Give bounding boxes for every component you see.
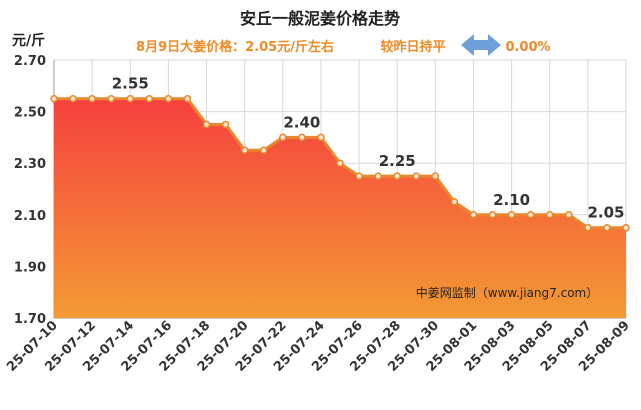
y-tick-label: 2.30 — [14, 157, 46, 172]
data-point — [298, 133, 306, 142]
data-point — [279, 133, 287, 142]
watermark: 中姜网监制（www.jiang7.com） — [416, 285, 598, 300]
data-point — [393, 172, 401, 180]
data-point — [603, 223, 611, 232]
data-point — [50, 94, 58, 103]
data-point — [507, 211, 516, 219]
y-tick-label: 2.70 — [14, 54, 46, 69]
data-point — [431, 172, 440, 180]
data-label: 2.55 — [112, 75, 149, 93]
data-point — [336, 159, 344, 167]
data-label: 2.40 — [283, 113, 320, 131]
data-point — [450, 198, 459, 206]
chart-title: 安丘一般泥姜价格走势 — [240, 9, 400, 28]
y-axis-unit: 元/斤 — [12, 32, 45, 49]
data-labels: 2.55 2.40 2.25 2.10 2.05 — [112, 75, 625, 222]
compare-subtitle: 较昨日持平 — [380, 39, 445, 55]
data-point — [374, 172, 382, 180]
y-tick-label: 1.90 — [14, 260, 46, 275]
double-arrow-icon — [461, 34, 501, 56]
data-point — [88, 94, 96, 103]
data-point — [584, 223, 592, 232]
data-point — [412, 172, 421, 180]
data-point — [488, 211, 497, 219]
data-point — [565, 211, 573, 219]
price-markers — [50, 94, 630, 232]
area-fill — [54, 98, 626, 318]
data-point — [126, 94, 135, 103]
data-point — [221, 120, 230, 129]
data-point — [355, 172, 363, 180]
price-subtitle: 8月9日大姜价格：2.05元/斤左右 — [136, 39, 334, 55]
data-point — [240, 146, 249, 155]
data-point — [183, 94, 192, 103]
data-point — [317, 133, 325, 142]
data-label: 2.10 — [493, 191, 530, 209]
data-point — [164, 94, 173, 103]
y-tick-label: 1.70 — [14, 312, 46, 327]
data-point — [526, 211, 535, 219]
y-axis-ticks: 1.70 1.90 2.10 2.30 2.50 2.70 — [14, 54, 46, 327]
data-point — [107, 94, 115, 103]
x-axis-ticks: 25-07-1025-07-1225-07-1425-07-1625-07-18… — [4, 318, 633, 375]
data-point — [469, 211, 478, 219]
data-point — [545, 211, 554, 219]
data-label: 2.25 — [379, 152, 416, 170]
y-tick-label: 2.10 — [14, 209, 46, 224]
data-point — [145, 94, 154, 103]
change-percent: 0.00% — [505, 40, 550, 55]
data-point — [259, 146, 268, 155]
data-label: 2.05 — [587, 204, 624, 222]
data-point — [69, 94, 77, 103]
data-point — [202, 120, 211, 129]
price-area — [54, 98, 626, 318]
y-tick-label: 2.50 — [14, 106, 46, 121]
data-point — [622, 223, 630, 232]
